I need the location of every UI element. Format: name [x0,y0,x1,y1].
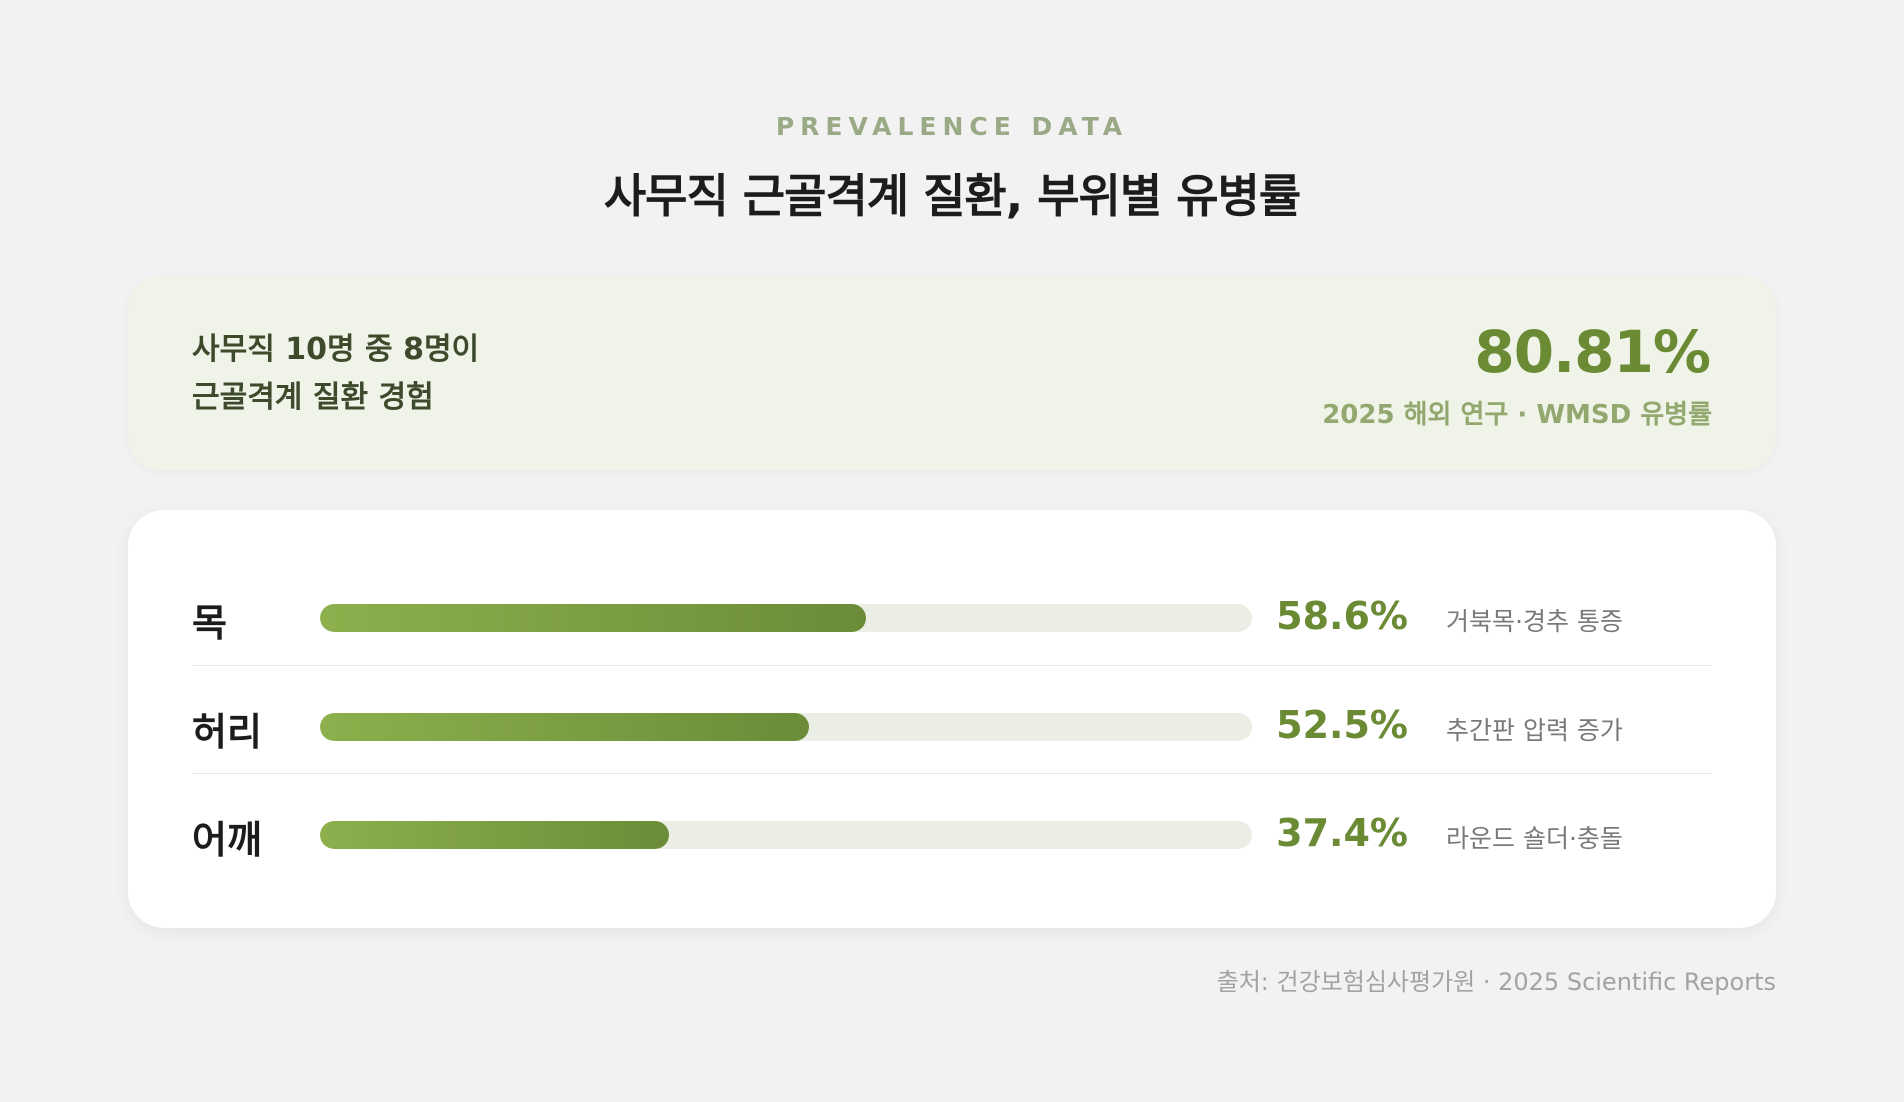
bar-track [320,604,1252,632]
bar-track [320,821,1252,849]
row-divider [192,665,1712,666]
bar-track [320,713,1252,741]
value-label: 37.4% [1276,811,1408,855]
value-label: 52.5% [1276,703,1408,747]
bar-chart-card: 목 58.6% 거북목·경추 통증 허리 52.5% 추간판 압력 증가 어깨 … [128,510,1776,928]
summary-card: 사무직 10명 중 8명이 근골격계 질환 경험 80.81% 2025 해외 … [128,276,1776,470]
category-label: 허리 [192,710,262,754]
chart-row: 어깨 37.4% 라운드 숄더·충돌 [192,781,1712,889]
summary-line-1: 사무직 10명 중 8명이 [192,332,480,367]
summary-caption: 2025 해외 연구 · WMSD 유병률 [1322,400,1712,430]
bar [320,821,669,849]
chart-row: 허리 52.5% 추간판 압력 증가 [192,673,1712,781]
bar [320,604,867,632]
bar [320,713,810,741]
source-note: 출처: 건강보험심사평가원 · 2025 Scientific Reports [1216,968,1776,996]
chart-title: 사무직 근골격계 질환, 부위별 유병률 [603,169,1301,223]
note-label: 추간판 압력 증가 [1446,716,1623,745]
note-label: 거북목·경추 통증 [1446,607,1623,636]
summary-value: 80.81% [1474,318,1711,386]
chart-row: 목 58.6% 거북목·경추 통증 [192,564,1712,672]
row-divider [192,773,1712,774]
category-label: 어깨 [192,818,262,862]
eyebrow-label: PREVALENCE DATA [775,112,1129,141]
value-label: 58.6% [1276,594,1408,638]
summary-line-2: 근골격계 질환 경험 [192,380,434,415]
summary-text: 사무직 10명 중 8명이 근골격계 질환 경험 [192,326,479,422]
category-label: 목 [192,601,227,645]
note-label: 라운드 숄더·충돌 [1446,824,1623,853]
